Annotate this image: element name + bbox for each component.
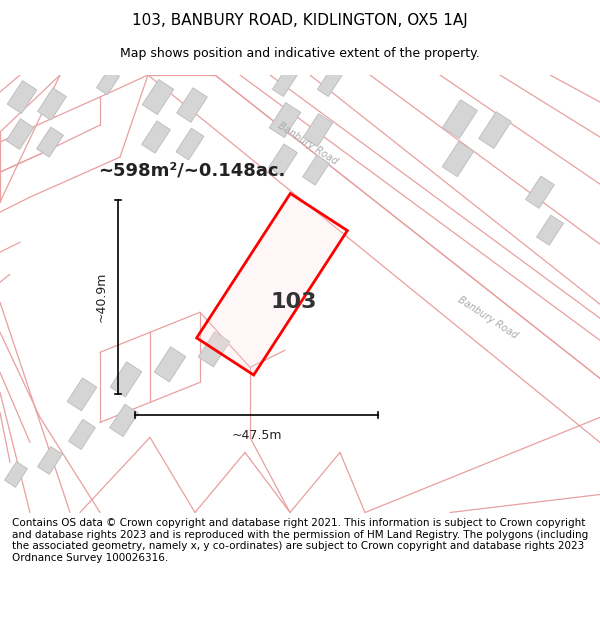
Polygon shape xyxy=(197,194,347,375)
Polygon shape xyxy=(269,102,301,138)
Polygon shape xyxy=(97,69,119,95)
Text: Banbury Road: Banbury Road xyxy=(456,294,520,340)
Polygon shape xyxy=(365,418,600,512)
Polygon shape xyxy=(110,362,142,397)
Polygon shape xyxy=(0,302,70,512)
Polygon shape xyxy=(68,419,95,449)
Text: Banbury Road: Banbury Road xyxy=(276,121,340,167)
Polygon shape xyxy=(0,75,600,512)
Text: 103: 103 xyxy=(271,292,317,312)
Polygon shape xyxy=(7,81,37,113)
Polygon shape xyxy=(148,75,600,442)
Polygon shape xyxy=(443,100,478,138)
Text: ~40.9m: ~40.9m xyxy=(95,272,108,322)
Polygon shape xyxy=(176,128,204,160)
Text: Contains OS data © Crown copyright and database right 2021. This information is : Contains OS data © Crown copyright and d… xyxy=(12,518,588,563)
Polygon shape xyxy=(0,75,60,202)
Polygon shape xyxy=(5,462,28,488)
Polygon shape xyxy=(154,347,186,382)
Polygon shape xyxy=(6,119,34,149)
Polygon shape xyxy=(142,79,174,114)
Polygon shape xyxy=(536,215,563,245)
Polygon shape xyxy=(198,332,230,367)
Text: Map shows position and indicative extent of the property.: Map shows position and indicative extent… xyxy=(120,48,480,61)
Text: ~598m²/~0.148ac.: ~598m²/~0.148ac. xyxy=(98,161,286,179)
Polygon shape xyxy=(110,404,139,436)
Polygon shape xyxy=(303,114,333,146)
Polygon shape xyxy=(269,144,298,176)
Polygon shape xyxy=(142,121,170,153)
Polygon shape xyxy=(272,68,298,96)
Polygon shape xyxy=(38,446,62,474)
Polygon shape xyxy=(526,176,554,208)
Text: ~47.5m: ~47.5m xyxy=(231,429,282,442)
Polygon shape xyxy=(67,378,97,411)
Polygon shape xyxy=(37,127,64,157)
Polygon shape xyxy=(302,155,329,185)
Text: 103, BANBURY ROAD, KIDLINGTON, OX5 1AJ: 103, BANBURY ROAD, KIDLINGTON, OX5 1AJ xyxy=(132,14,468,29)
Polygon shape xyxy=(317,68,343,96)
Polygon shape xyxy=(479,112,511,148)
Polygon shape xyxy=(177,88,207,122)
Polygon shape xyxy=(38,88,67,120)
Polygon shape xyxy=(442,142,474,177)
